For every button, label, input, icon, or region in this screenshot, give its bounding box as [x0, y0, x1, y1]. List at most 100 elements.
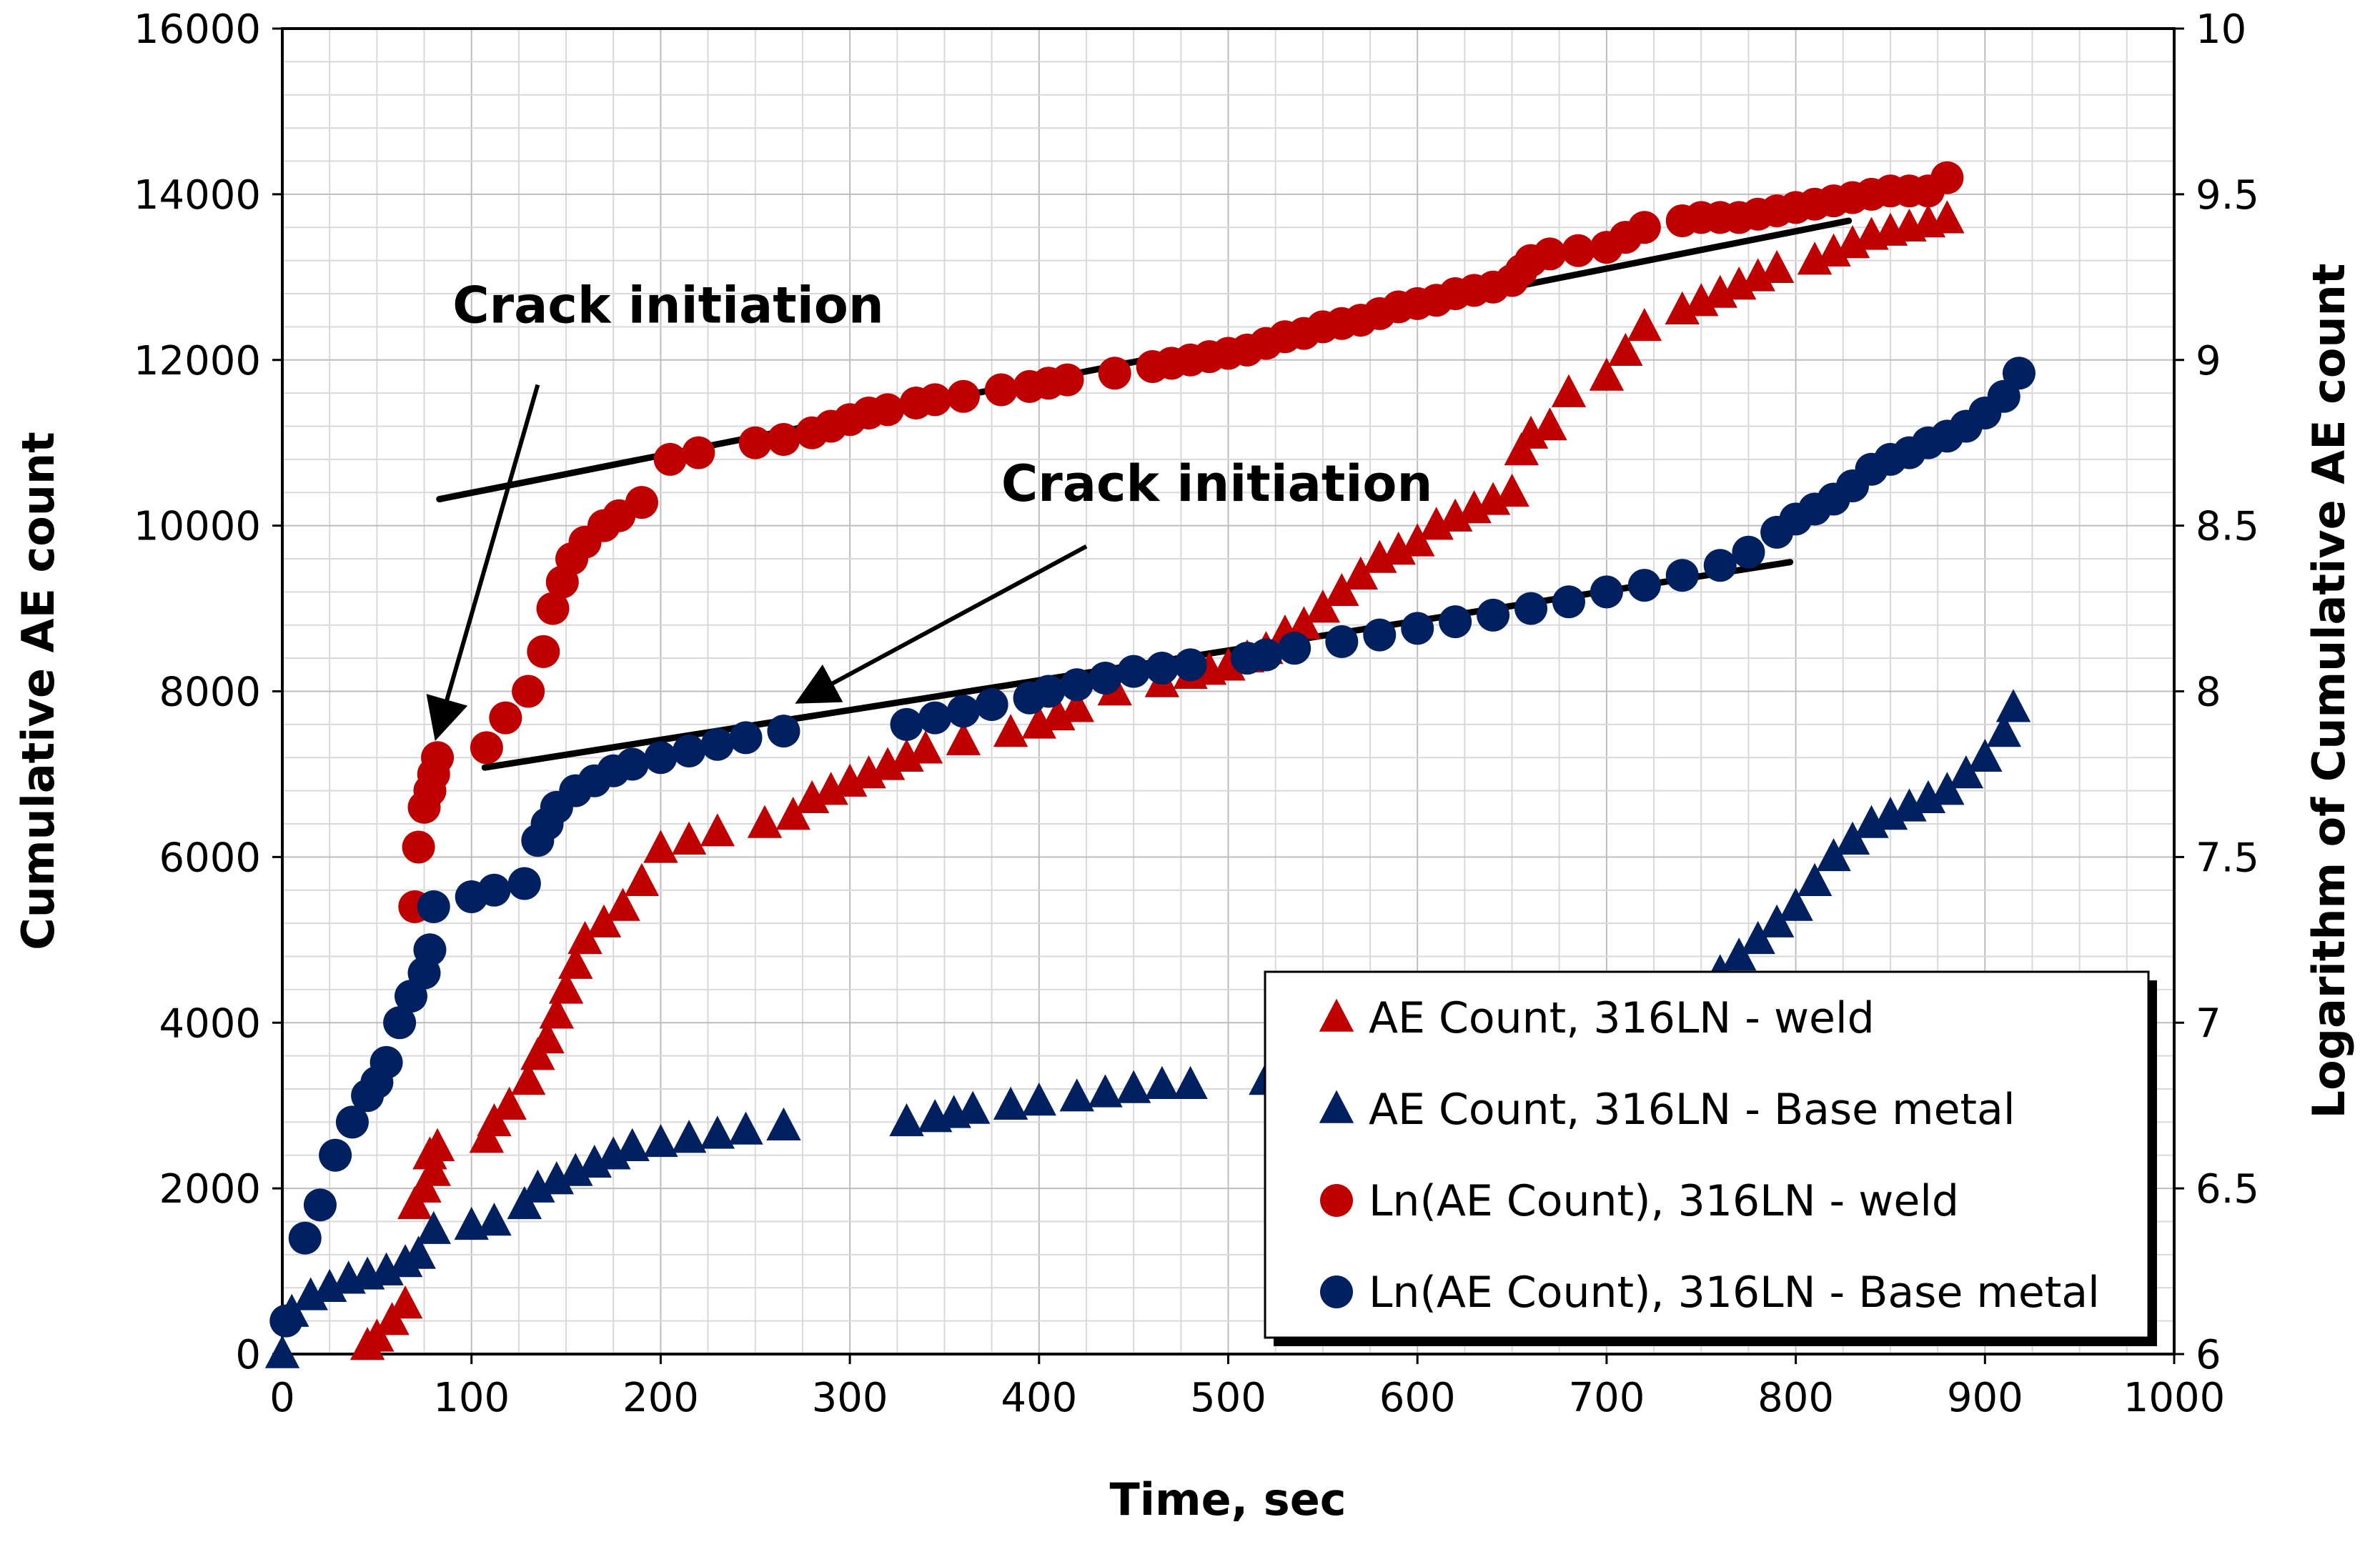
triangle-point [794, 780, 830, 814]
circle-point [1627, 569, 1661, 602]
triangle-point [1797, 862, 1833, 896]
triangle-point [1759, 904, 1795, 937]
triangle-point [813, 772, 848, 805]
triangle-point [605, 887, 640, 921]
circle-point [1533, 237, 1567, 271]
triangle-point [946, 722, 981, 755]
x-tick-label: 100 [433, 1375, 510, 1421]
circle-point [975, 688, 1008, 722]
y2-tick-label: 7 [2196, 1000, 2221, 1047]
triangle-point [1759, 249, 1795, 284]
x-tick-label: 500 [1190, 1375, 1266, 1421]
triangle-point [615, 1128, 650, 1161]
circle-point [288, 1221, 322, 1255]
circle-point [890, 707, 923, 741]
triangle-point [1419, 507, 1454, 540]
triangle-point [1437, 498, 1473, 532]
triangle-point [1551, 374, 1587, 407]
y2-tick-label: 7.5 [2196, 835, 2259, 881]
triangle-point [1968, 738, 2003, 772]
triangle-point [312, 1268, 347, 1303]
annotation-label: Crack initiation [1001, 454, 1432, 513]
axis-ticks: 0 100 200 300 400 500 600 700 800 900 100002000400… [134, 6, 2259, 1421]
triangle-point [1702, 274, 1737, 308]
triangle-point [1324, 572, 1359, 607]
triangle-point [1665, 291, 1700, 324]
triangle-point [477, 1103, 512, 1137]
annotation-arrow [795, 544, 1088, 704]
triangle-point [1835, 225, 1870, 259]
circle-point [767, 423, 800, 457]
triangle-point [643, 830, 678, 863]
triangle-point [1305, 590, 1341, 623]
circle-point [738, 426, 772, 459]
triangle-point [1504, 432, 1539, 466]
circle-point [417, 890, 450, 923]
circle-point [1665, 559, 1699, 592]
x-tick-label: 200 [623, 1375, 699, 1421]
triangle-point [1144, 1065, 1180, 1100]
circle-point [421, 741, 455, 775]
x-tick-label: 900 [1947, 1375, 2023, 1421]
circle-point [918, 383, 952, 417]
triangle-point [1721, 937, 1757, 971]
annotations: Crack initiation Crack initiation [426, 277, 1432, 741]
triangle-point [530, 1020, 565, 1054]
legend-box [1264, 970, 2150, 1339]
circle-point [1552, 585, 1585, 619]
triangle-point [624, 862, 660, 896]
triangle-point [1835, 821, 1870, 855]
triangle-point [671, 1120, 707, 1153]
triangle-point [1816, 233, 1851, 267]
triangle-point [507, 1185, 542, 1220]
triangle-point [700, 1115, 735, 1149]
y-tick-label: 4000 [159, 1000, 261, 1047]
y-tick-label: 6000 [159, 835, 261, 881]
triangle-point [1343, 556, 1378, 590]
y-axis-title: Cumulative AE count [12, 432, 64, 950]
triangle-point [469, 1120, 505, 1153]
y-tick-label: 8000 [159, 670, 261, 716]
legend-marker [1319, 1090, 1354, 1123]
legend-label: AE Count, 316LN - Base metal [1369, 1085, 2015, 1135]
series-4 [269, 357, 2036, 1338]
circle-point [413, 933, 447, 967]
circle-point [319, 1138, 352, 1172]
triangle-point [775, 797, 810, 830]
data-series [264, 161, 2036, 1368]
triangle-point [1400, 523, 1435, 557]
circle-point [477, 873, 511, 907]
triangle-point [1059, 1078, 1094, 1112]
circle-point [946, 695, 980, 728]
circle-point [673, 734, 706, 767]
triangle-point [401, 1235, 436, 1269]
triangle-point [520, 1169, 555, 1203]
legend: AE Count, 316LN - weld AE Count, 316LN - … [1264, 970, 2157, 1346]
triangle-point [1892, 788, 1927, 822]
y2-tick-label: 9 [2196, 338, 2221, 384]
triangle-point [908, 730, 943, 764]
circle-point [1363, 618, 1397, 652]
legend-marker [1319, 998, 1354, 1032]
circle-point [1703, 549, 1737, 582]
y-tick-label: 2000 [159, 1166, 261, 1213]
triangle-point [1475, 482, 1511, 515]
circle-point [625, 486, 658, 519]
circle-point [1060, 668, 1094, 702]
triangle-point [1513, 415, 1549, 449]
y2-tick-label: 10 [2196, 6, 2246, 53]
y2-tick-label: 6.5 [2196, 1166, 2259, 1213]
circle-point [1439, 605, 1472, 639]
triangle-point [369, 1252, 404, 1285]
circle-point [269, 1304, 303, 1338]
triangle-point [1627, 307, 1662, 342]
circle-point [700, 727, 734, 761]
triangle-point [747, 805, 783, 838]
triangle-point [1721, 267, 1757, 300]
triangle-point [387, 1285, 423, 1319]
triangle-point [596, 1136, 631, 1170]
circle-point [918, 701, 952, 735]
circle-point [1089, 661, 1122, 695]
triangle-point [1021, 1082, 1056, 1116]
triangle-point [1778, 887, 1813, 921]
